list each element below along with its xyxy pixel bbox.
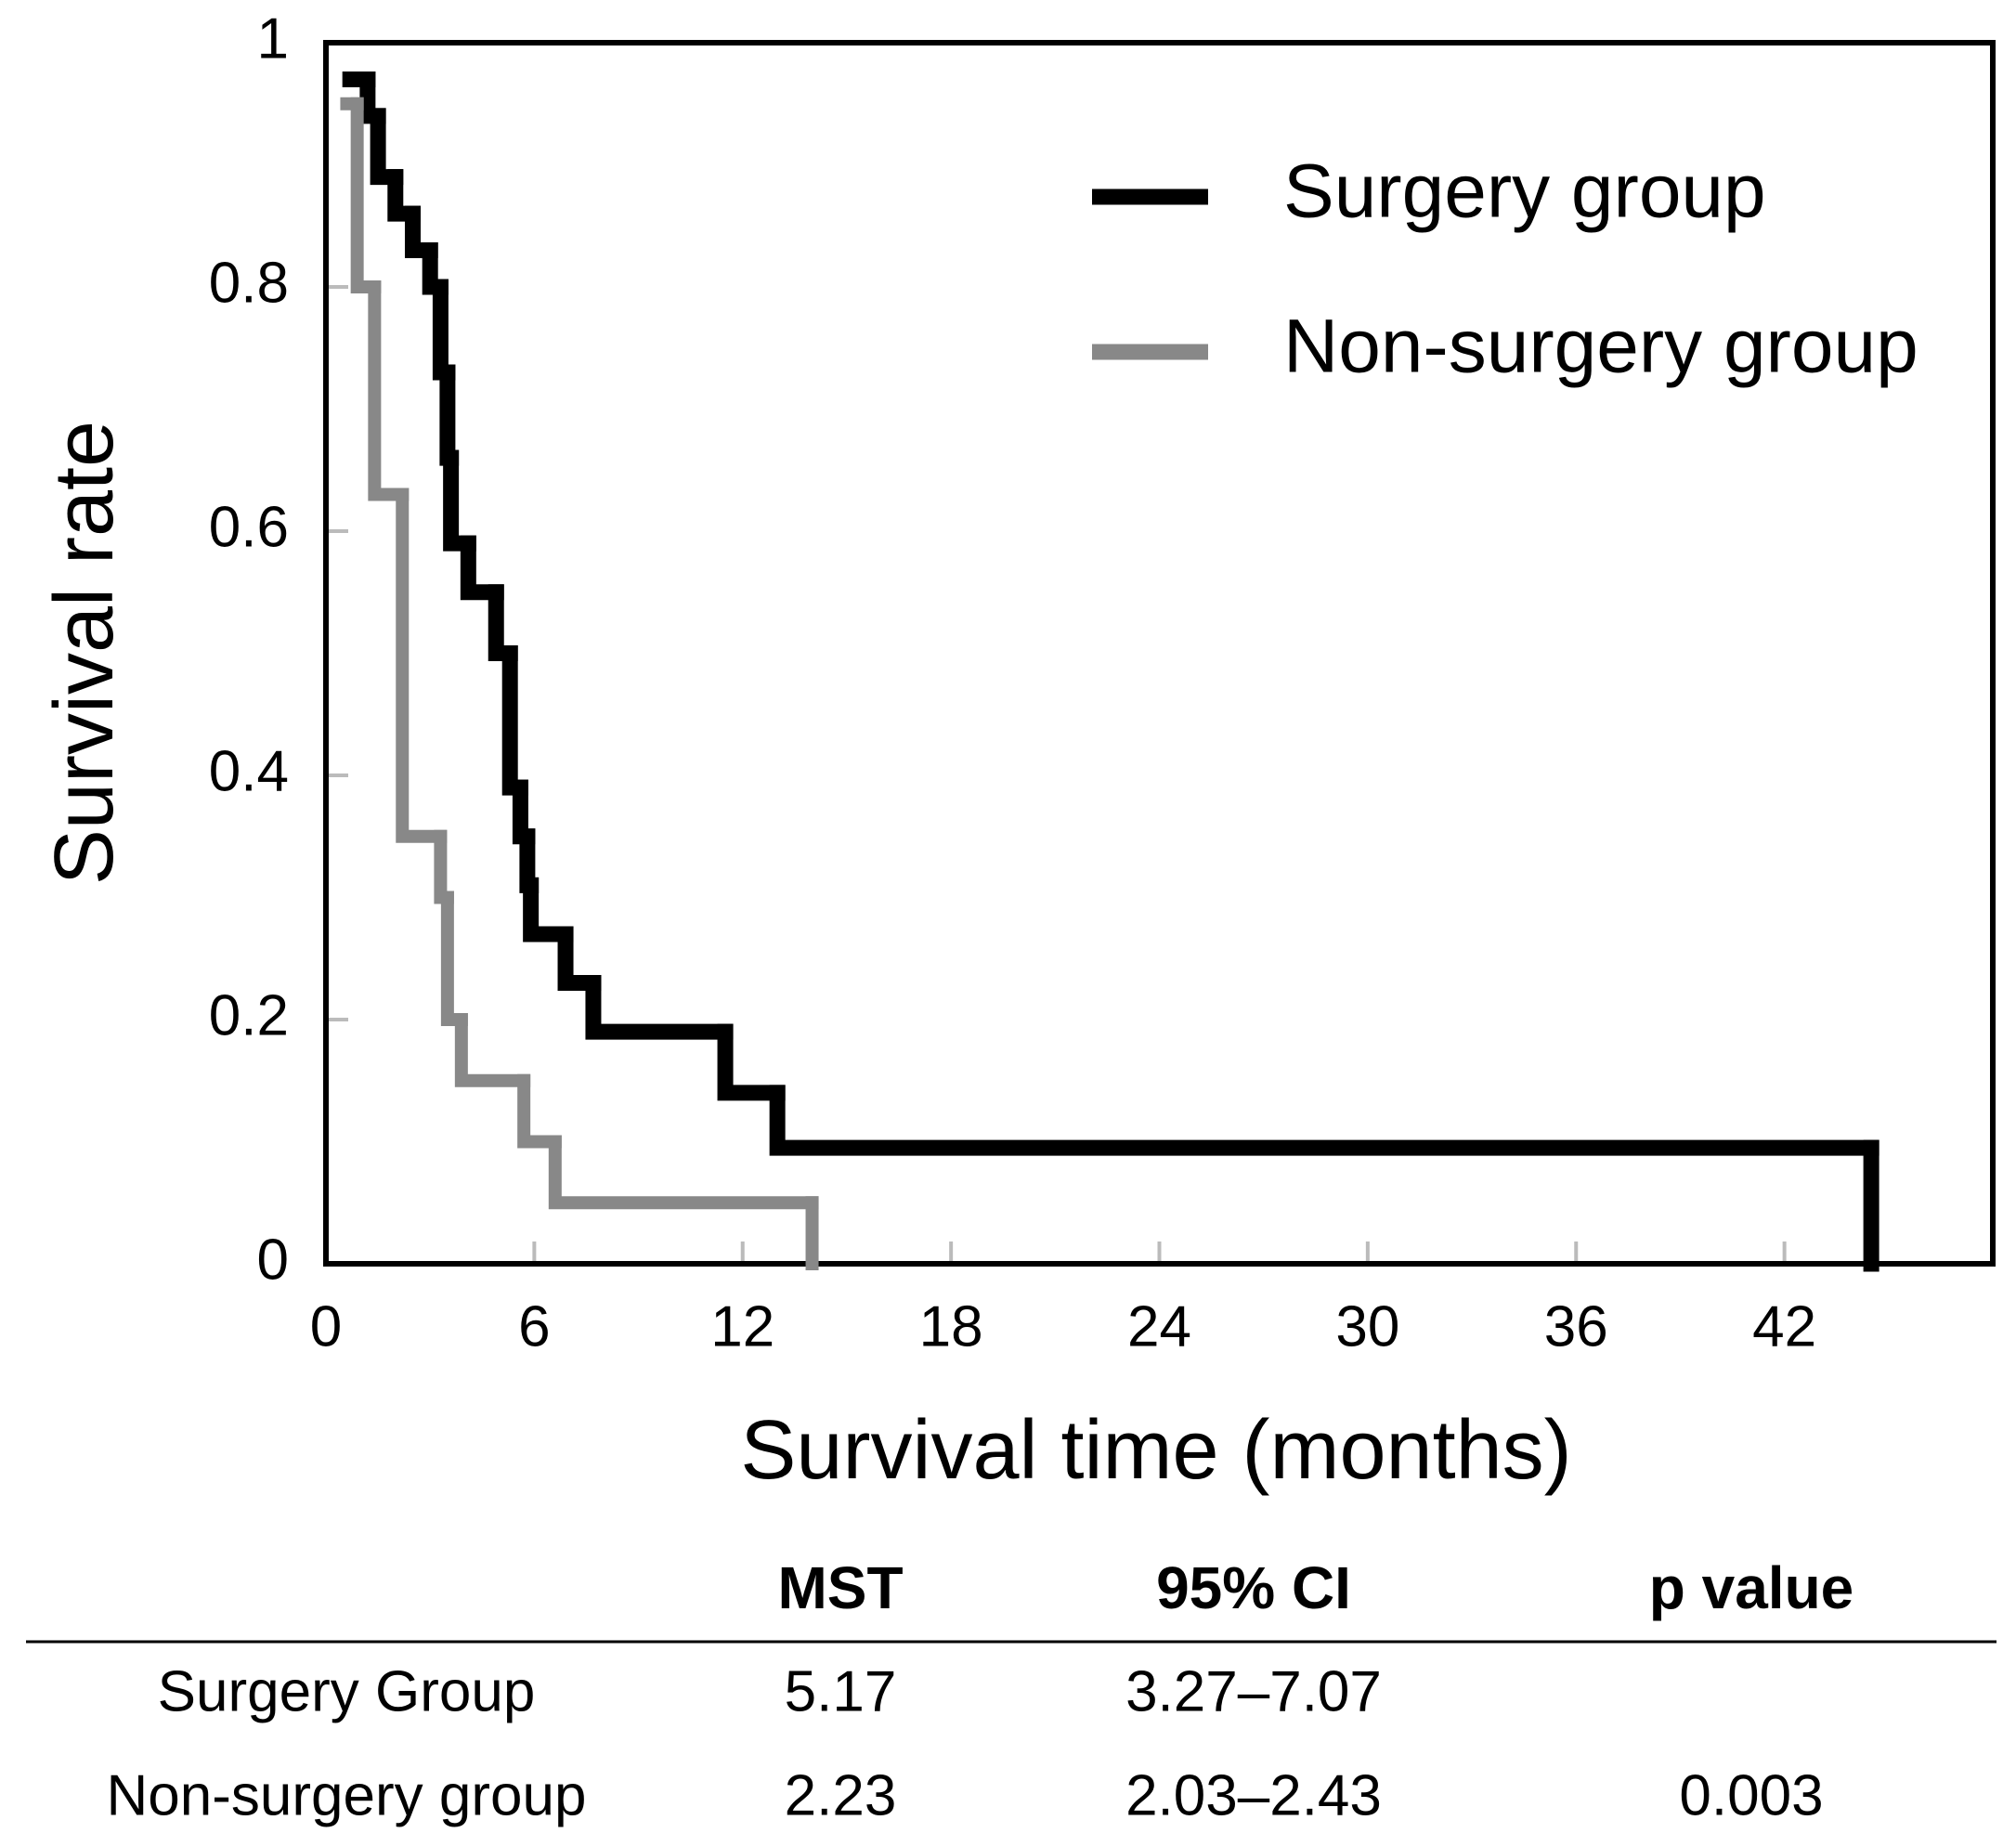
survival-step <box>370 108 404 186</box>
survival-step <box>501 645 528 796</box>
x-tick-label: 24 <box>1127 1294 1191 1358</box>
y-tick-label: 0.4 <box>209 739 289 803</box>
survival-step <box>548 1135 819 1210</box>
y-tick-label: 0.8 <box>209 251 289 315</box>
survival-step <box>488 584 518 661</box>
x-tick-label: 30 <box>1335 1294 1399 1358</box>
table-cell: 0.003 <box>1679 1763 1823 1827</box>
survival-step <box>439 364 460 466</box>
table-cell: 2.03–2.43 <box>1125 1763 1382 1827</box>
x-axis-title: Survival time (months) <box>740 1404 1571 1497</box>
plot-frame <box>323 40 1996 1267</box>
row-label: Surgery Group <box>158 1659 536 1723</box>
table-cell: 2.23 <box>785 1763 897 1827</box>
x-tick-label: 0 <box>310 1294 342 1358</box>
survival-step <box>454 1013 531 1087</box>
x-tick-label: 6 <box>518 1294 550 1358</box>
table-cell: 5.17 <box>785 1659 897 1723</box>
survival-step <box>517 1073 562 1149</box>
survival-step <box>432 279 456 381</box>
y-tick-label: 0.6 <box>209 495 289 559</box>
legend-label: Surgery group <box>1283 150 1766 234</box>
survival-step <box>443 449 476 552</box>
table-header: 95% CI <box>1156 1554 1351 1621</box>
table-header: MST <box>777 1554 903 1621</box>
survival-step <box>717 1023 786 1101</box>
x-tick-label: 36 <box>1544 1294 1608 1358</box>
survival-step <box>557 926 602 992</box>
x-tick-label: 12 <box>710 1294 774 1358</box>
y-axis-title: Survival rate <box>38 421 131 885</box>
survival-step <box>460 535 504 601</box>
survival-step <box>434 829 454 904</box>
x-tick-label: 42 <box>1752 1294 1816 1358</box>
table-cell: 3.27–7.07 <box>1125 1659 1382 1723</box>
survival-step <box>769 1085 1879 1156</box>
survival-step <box>396 488 448 843</box>
survival-step <box>440 890 468 1026</box>
survival-step <box>523 877 574 942</box>
y-tick-label: 0 <box>257 1228 289 1292</box>
legend-label: Non-surgery group <box>1283 305 1918 389</box>
survival-step <box>585 975 734 1040</box>
y-tick-label: 1 <box>257 6 289 71</box>
row-label: Non-surgery group <box>107 1763 587 1827</box>
x-tick-label: 18 <box>919 1294 983 1358</box>
survival-step <box>368 280 410 501</box>
table-header: p value <box>1649 1554 1854 1621</box>
y-tick-label: 0.2 <box>209 983 289 1047</box>
